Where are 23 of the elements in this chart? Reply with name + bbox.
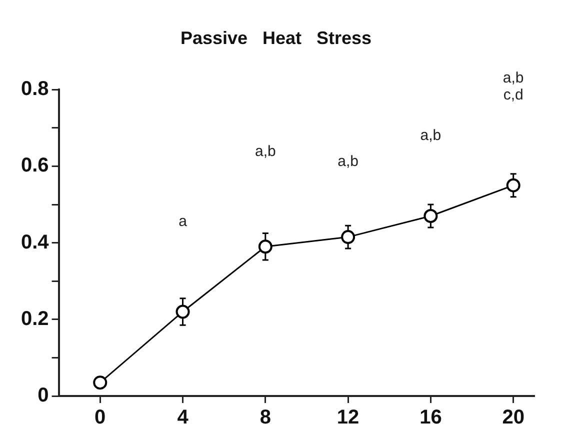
y-tick-label: 0.4 [20,231,50,254]
annotation: a,b [420,127,442,144]
point [176,304,190,319]
y-tick-label: 0.8 [20,78,49,100]
y-tick-label: 0.6 [20,154,49,177]
point [93,376,108,390]
x-tick-label: 20 [502,406,524,429]
point [506,178,520,192]
y-tick-label: 0 [38,384,49,407]
annotation: a,b [338,153,358,170]
x-tick-label: 8 [260,406,271,429]
point [258,240,272,254]
x-tick-label: 0 [94,406,106,429]
x-tick-label: 16 [420,406,442,429]
y-tick-label: 0.2 [20,308,49,330]
chart-title: Passive Heat Stress [180,28,372,48]
point [341,230,356,244]
point [424,208,438,223]
annotation: a [178,212,188,230]
annotation: a,b c,d [502,69,524,104]
x-tick-label: 12 [336,406,360,429]
annotation: a,b [254,142,276,160]
x-tick-label: 4 [177,406,190,429]
